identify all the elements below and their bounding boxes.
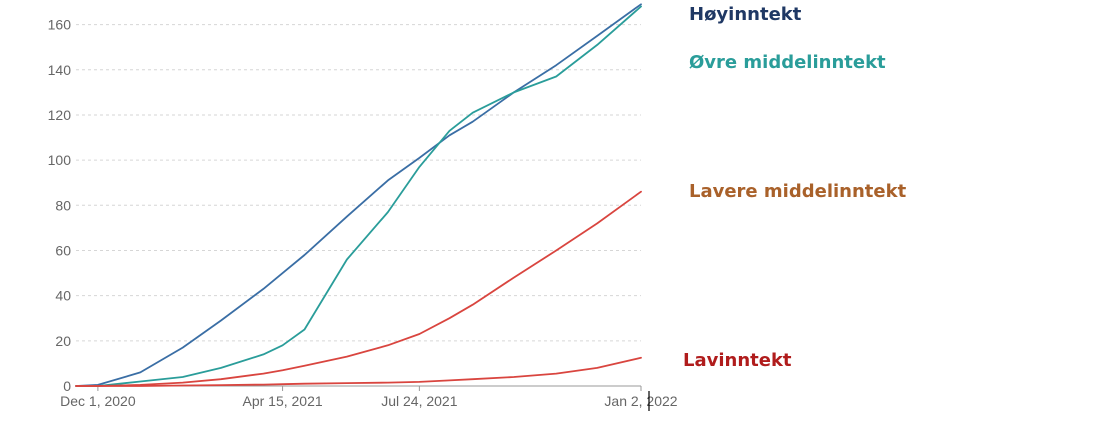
x-axis: Dec 1, 2020 Apr 15, 2021 Jul 24, 2021 Jan 2…	[60, 385, 678, 409]
y-tick-label: 120	[48, 107, 72, 123]
label-lavere-middelinntekt: Lavere middelinntekt	[689, 181, 907, 202]
x-tick-label: Jan 2, 2022	[604, 393, 677, 409]
y-tick-label: 140	[48, 62, 72, 78]
series-line-lavinntekt	[75, 356, 642, 387]
y-tick-label: 60	[55, 242, 71, 258]
x-tick-label: Dec 1, 2020	[60, 393, 136, 409]
label-hoyinntekt: Høyinntekt	[689, 4, 802, 25]
label-lavinntekt: Lavinntekt	[683, 350, 792, 371]
gridlines	[76, 24, 641, 342]
y-tick-label: 160	[48, 17, 72, 33]
x-tick-label: Apr 15, 2021	[242, 393, 322, 409]
label-ovre-middelinntekt: Øvre middelinntekt	[689, 52, 886, 73]
series-lines	[75, 3, 642, 387]
y-tick-label: 80	[55, 197, 71, 213]
y-tick-label: 0	[63, 378, 71, 394]
y-axis: 0 20 40 60 80 100 120 140 160	[48, 17, 72, 394]
y-tick-label: 100	[48, 152, 72, 168]
y-tick-label: 20	[55, 333, 71, 349]
y-tick-label: 40	[55, 288, 71, 304]
series-line-lavere-middelinntekt	[75, 190, 642, 387]
series-line-ovre-middelinntekt	[75, 5, 642, 387]
x-tick-label: Jul 24, 2021	[381, 393, 457, 409]
series-line-hoyinntekt	[75, 3, 642, 387]
